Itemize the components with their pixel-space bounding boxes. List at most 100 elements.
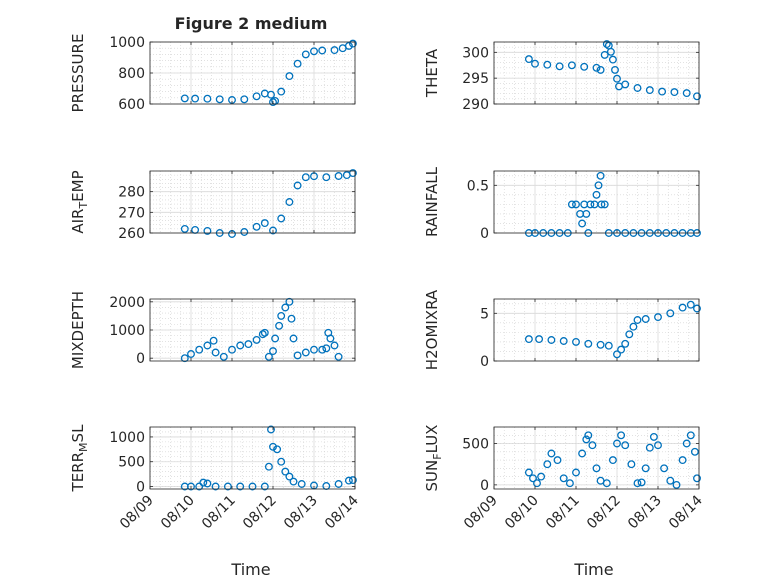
data-point xyxy=(289,477,298,486)
data-point xyxy=(611,65,619,74)
data-point xyxy=(592,63,601,72)
series-markers xyxy=(524,40,701,101)
data-point xyxy=(287,314,296,323)
data-point xyxy=(199,478,208,487)
data-point xyxy=(686,300,695,309)
data-point xyxy=(180,354,189,363)
data-point xyxy=(625,330,634,339)
data-point xyxy=(260,219,269,228)
subplot-2: 290 295 300 THETA xyxy=(423,40,701,113)
data-point xyxy=(596,171,605,180)
data-point xyxy=(572,200,580,209)
data-point xyxy=(617,345,626,354)
data-point xyxy=(678,303,687,312)
data-point xyxy=(690,447,699,456)
data-point xyxy=(211,482,220,491)
data-point xyxy=(275,321,284,330)
axes-box xyxy=(493,41,700,105)
x-tick-label: 08/13 xyxy=(281,493,321,533)
data-point xyxy=(211,348,220,357)
data-point xyxy=(301,50,310,59)
data-point xyxy=(187,482,195,491)
data-point xyxy=(293,181,302,190)
data-point xyxy=(592,190,601,199)
data-point xyxy=(334,480,343,488)
y-tick-label: 2000 xyxy=(109,295,145,311)
x-tick-label: 08/09 xyxy=(461,493,501,533)
data-point xyxy=(531,59,539,68)
y-axis-label: TERRMSL xyxy=(69,424,90,493)
data-point xyxy=(203,226,212,235)
data-point xyxy=(285,72,294,81)
data-point xyxy=(264,462,273,471)
data-point xyxy=(565,479,574,488)
y-axis-label: RAINFALL xyxy=(423,166,441,237)
data-point xyxy=(348,476,357,485)
subplots: 600 800 1000 PRESSURE 290 295 300 THETA 260 270 28… xyxy=(69,34,706,533)
y-tick-label: 500 xyxy=(462,437,489,453)
data-point xyxy=(281,467,290,476)
data-point xyxy=(203,479,212,488)
axes-box xyxy=(493,426,700,490)
data-point xyxy=(533,479,541,488)
data-point xyxy=(535,335,544,344)
grid xyxy=(493,171,700,234)
data-point xyxy=(318,345,327,354)
data-point xyxy=(258,330,267,339)
data-point xyxy=(582,435,591,444)
data-point xyxy=(344,476,353,485)
y-tick-label: 280 xyxy=(118,185,145,201)
data-point xyxy=(645,443,654,452)
data-point xyxy=(240,95,249,104)
axes-box xyxy=(493,170,700,234)
data-point xyxy=(572,468,580,477)
y-tick-label: 800 xyxy=(118,66,145,82)
data-point xyxy=(273,445,282,454)
x-tick-label: 08/10 xyxy=(158,493,198,533)
data-point xyxy=(322,344,331,353)
data-point xyxy=(572,337,580,346)
y-tick-label: 600 xyxy=(118,97,145,113)
data-point xyxy=(629,322,638,331)
data-point xyxy=(285,472,294,481)
data-point xyxy=(524,55,533,64)
x-axis-label-left: Time xyxy=(230,560,270,579)
data-point xyxy=(658,87,667,96)
data-point xyxy=(260,328,269,337)
data-point xyxy=(547,336,556,344)
data-point xyxy=(606,47,615,56)
y-tick-label: 0 xyxy=(136,351,145,367)
data-point xyxy=(633,479,642,488)
data-point xyxy=(682,439,691,448)
subplot-8: 08/09 08/10 08/11 08/12 08/13 08/14 0 500 SUNFLU… xyxy=(423,425,706,533)
x-tick-label: 08/11 xyxy=(543,493,583,533)
y-axis-label: MIXDEPTH xyxy=(69,291,87,369)
data-point xyxy=(693,474,701,483)
data-point xyxy=(693,304,701,313)
data-point xyxy=(293,351,302,360)
data-point xyxy=(344,41,353,50)
data-point xyxy=(348,169,357,178)
data-point xyxy=(180,94,189,103)
data-point xyxy=(271,334,280,343)
data-point xyxy=(682,89,691,98)
data-point xyxy=(293,59,302,68)
data-point xyxy=(592,464,601,473)
data-point xyxy=(252,222,261,231)
data-point xyxy=(244,340,253,349)
grid xyxy=(493,299,700,362)
subplot-3: 260 270 280 AIRTEMP xyxy=(69,169,357,242)
x-tick-label: 08/14 xyxy=(322,492,362,532)
data-point xyxy=(252,92,261,101)
y-tick-label: 1000 xyxy=(109,35,145,51)
y-tick-label: 500 xyxy=(118,455,145,471)
data-point xyxy=(641,315,650,323)
data-point xyxy=(330,341,339,350)
data-point xyxy=(269,226,277,235)
data-point xyxy=(621,441,630,450)
data-point xyxy=(219,352,228,361)
data-point xyxy=(277,87,286,96)
data-point xyxy=(277,214,286,223)
y-axis-label: SUNFLUX xyxy=(423,425,444,492)
data-point xyxy=(203,94,212,103)
